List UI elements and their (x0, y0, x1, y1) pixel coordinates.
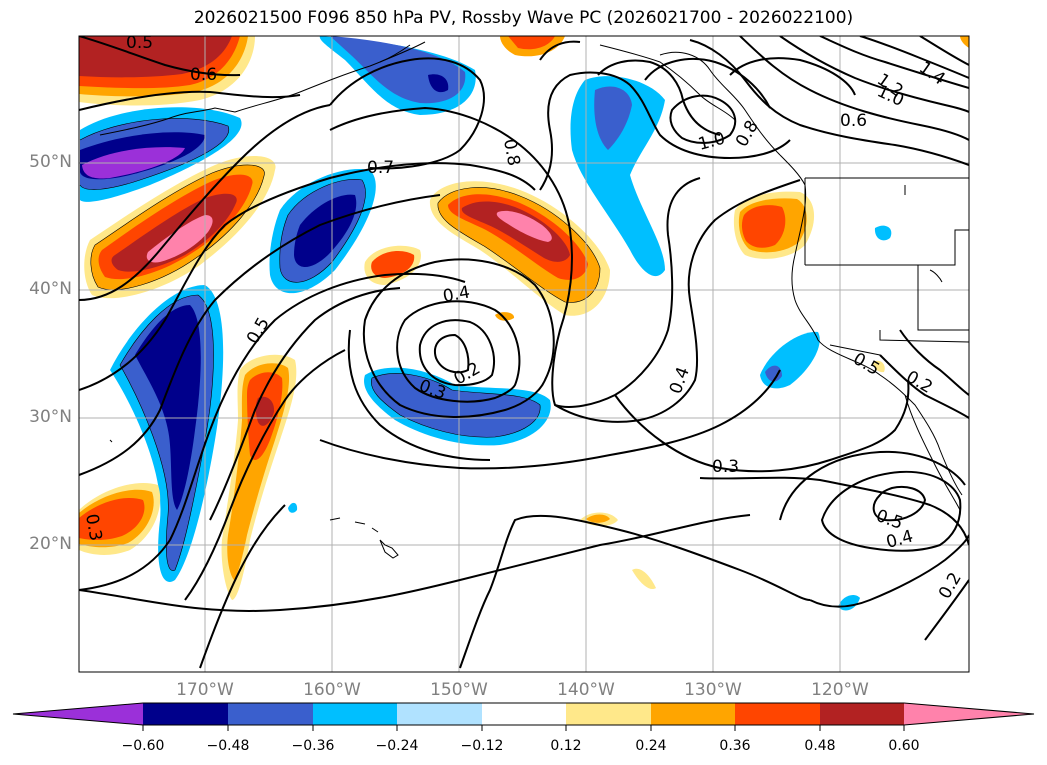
colorbar-cell (228, 703, 313, 725)
colorbar-cell (820, 703, 904, 725)
lat-label: 40°N (29, 279, 72, 299)
lon-label: 170°W (176, 680, 234, 700)
colorbar-tick-label: −0.36 (291, 738, 335, 754)
colorbar-cell (397, 703, 482, 725)
colorbar-tick-label: 0.24 (635, 738, 667, 754)
contour-label: 0.3 (81, 512, 105, 542)
colorbar-cell (13, 703, 143, 725)
contour-label: 0.7 (367, 158, 394, 178)
colorbar (12, 702, 1035, 731)
coastlines (99, 41, 969, 559)
colorbar-cell (735, 703, 820, 725)
contour-label: 0.8 (499, 137, 523, 167)
lon-label: 140°W (557, 680, 615, 700)
lon-label: 130°W (684, 680, 742, 700)
positive-anomaly-fill (79, 36, 969, 600)
lon-label: 150°W (430, 680, 488, 700)
contour-label: 0.6 (190, 65, 217, 85)
map-plot-area: 0.5 0.6 0.8 0.7 1.0 0.8 1.2 1.4 1.0 0.6 … (79, 33, 969, 672)
colorbar-cell (313, 703, 397, 725)
colorbar-tick-label: 0.60 (888, 738, 920, 754)
colorbar-tick-label: −0.48 (206, 738, 250, 754)
lat-label: 30°N (29, 407, 72, 427)
lat-label: 20°N (29, 534, 72, 554)
map-frame (78, 35, 970, 673)
colorbar-cell (566, 703, 651, 725)
contour-label: 0.6 (840, 111, 867, 131)
contour-label: 0.5 (126, 33, 153, 53)
colorbar-tick-label: −0.12 (460, 738, 504, 754)
lon-label: 160°W (303, 680, 361, 700)
lon-label: 120°W (811, 680, 869, 700)
colorbar-tick-label: 0.12 (550, 738, 582, 754)
colorbar-tick-label: 0.36 (719, 738, 751, 754)
map-title: 2026021500 F096 850 hPa PV, Rossby Wave … (193, 8, 854, 28)
shading-outlines (79, 118, 601, 571)
colorbar-tick-label: 0.48 (804, 738, 836, 754)
colorbar-cell (904, 703, 1034, 725)
colorbar-tick-label: −0.60 (121, 738, 165, 754)
contour-label: 0.3 (712, 457, 739, 477)
contour-label: 0.4 (441, 283, 471, 307)
colorbar-cell (143, 703, 228, 725)
colorbar-cell (482, 703, 566, 725)
pv-contours (79, 36, 969, 669)
colorbar-tick-label: −0.24 (375, 738, 419, 754)
colorbar-cell (651, 703, 735, 725)
lat-label: 50°N (29, 152, 72, 172)
